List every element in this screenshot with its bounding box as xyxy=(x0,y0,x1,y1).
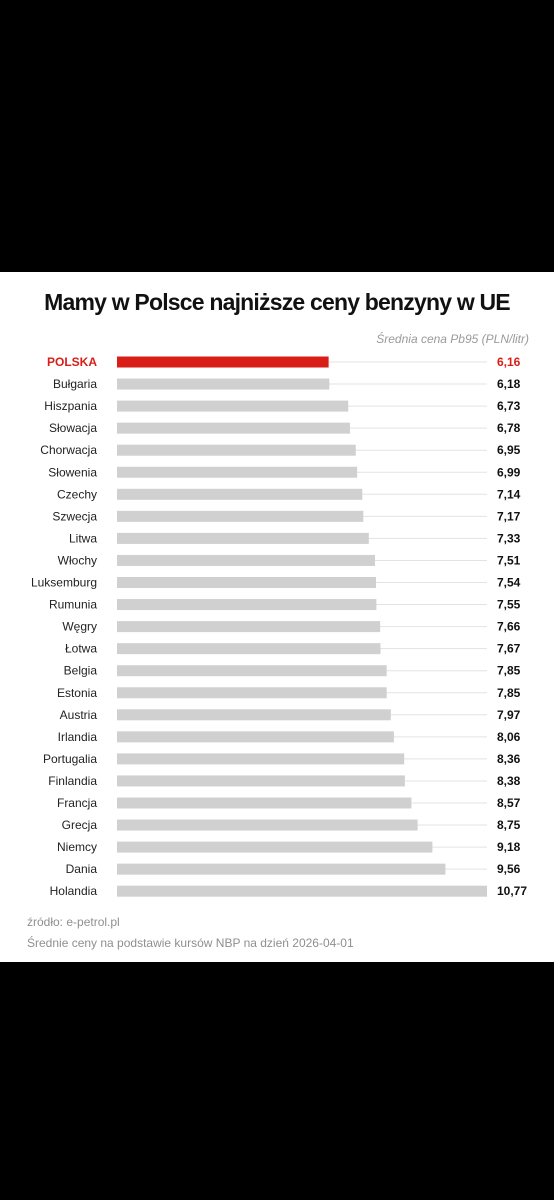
value-label: 7,85 xyxy=(497,664,521,678)
category-label: Luksemburg xyxy=(31,576,97,590)
bar xyxy=(117,665,387,677)
value-label: 9,56 xyxy=(497,862,521,876)
category-label: Szwecja xyxy=(52,509,97,523)
value-label: 6,95 xyxy=(497,443,521,457)
value-label: 7,66 xyxy=(497,620,521,634)
category-label: Łotwa xyxy=(65,642,97,656)
category-label: Czechy xyxy=(57,487,97,501)
value-label: 7,55 xyxy=(497,598,521,612)
bar xyxy=(117,444,356,456)
category-label: Francja xyxy=(57,796,97,810)
date-note: Średnie ceny na podstawie kursów NBP na … xyxy=(27,936,354,950)
value-label: 9,18 xyxy=(497,840,521,854)
category-label: Grecja xyxy=(62,818,98,832)
category-label: Portugalia xyxy=(43,752,97,766)
value-label: 8,75 xyxy=(497,818,521,832)
value-label: 7,85 xyxy=(497,686,521,700)
bar xyxy=(117,797,412,809)
value-label: 6,18 xyxy=(497,377,521,391)
category-label: Słowenia xyxy=(48,465,97,479)
bar xyxy=(117,400,349,412)
chart-title: Mamy w Polsce najniższe ceny benzyny w U… xyxy=(44,289,511,315)
bar-chart: POLSKA 6,16 Bułgaria 6,18 Hiszpania 6,73 Słowa… xyxy=(31,355,527,898)
value-label: 6,78 xyxy=(497,421,521,435)
bar xyxy=(117,885,487,897)
bar xyxy=(117,422,350,434)
chart-card: Mamy w Polsce najniższe ceny benzyny w U… xyxy=(0,272,554,962)
bar xyxy=(117,687,387,699)
value-label: 7,14 xyxy=(497,487,521,501)
value-label: 7,33 xyxy=(497,531,521,545)
category-label: Estonia xyxy=(57,686,97,700)
bar xyxy=(117,378,330,390)
category-label: Irlandia xyxy=(58,730,98,744)
value-label: 7,67 xyxy=(497,642,521,656)
value-label: 7,51 xyxy=(497,553,521,567)
bar xyxy=(117,643,381,655)
value-label: 8,57 xyxy=(497,796,521,810)
bar xyxy=(117,599,377,611)
category-label: Austria xyxy=(60,708,98,722)
bar xyxy=(117,709,391,721)
category-label: Chorwacja xyxy=(40,443,97,457)
category-label: Słowacja xyxy=(49,421,97,435)
bar xyxy=(117,488,363,500)
category-label: Włochy xyxy=(58,553,97,567)
category-label: Rumunia xyxy=(49,598,97,612)
bar xyxy=(117,356,329,368)
category-label: Hiszpania xyxy=(44,399,97,413)
bar xyxy=(117,554,376,566)
category-label: Węgry xyxy=(62,620,97,634)
bar xyxy=(117,577,377,588)
category-label: Finlandia xyxy=(48,774,97,788)
value-label: 8,38 xyxy=(497,774,521,788)
value-label: 6,73 xyxy=(497,399,521,413)
bar xyxy=(117,775,405,787)
bar xyxy=(117,532,369,544)
bar xyxy=(117,753,405,765)
category-label: Bułgaria xyxy=(53,377,97,391)
source-note: źródło: e-petrol.pl xyxy=(27,915,120,929)
bar xyxy=(117,621,381,633)
value-label: 7,54 xyxy=(497,576,521,590)
bar xyxy=(117,863,446,875)
category-label: POLSKA xyxy=(47,355,97,369)
category-label: Holandia xyxy=(50,884,98,898)
bar xyxy=(117,510,364,522)
category-label: Dania xyxy=(66,862,98,876)
bar xyxy=(117,466,358,478)
category-label: Niemcy xyxy=(57,840,97,854)
value-label: 7,17 xyxy=(497,509,521,523)
bar xyxy=(117,819,418,831)
value-label: 7,97 xyxy=(497,708,521,722)
bar xyxy=(117,731,394,743)
value-label: 6,99 xyxy=(497,465,521,479)
category-label: Litwa xyxy=(69,531,97,545)
value-label: 8,06 xyxy=(497,730,521,744)
bar xyxy=(117,841,433,853)
value-label: 8,36 xyxy=(497,752,521,766)
value-label: 6,16 xyxy=(497,355,521,369)
chart-subtitle: Średnia cena Pb95 (PLN/litr) xyxy=(376,332,529,346)
category-label: Belgia xyxy=(64,664,98,678)
value-label: 10,77 xyxy=(497,884,527,898)
